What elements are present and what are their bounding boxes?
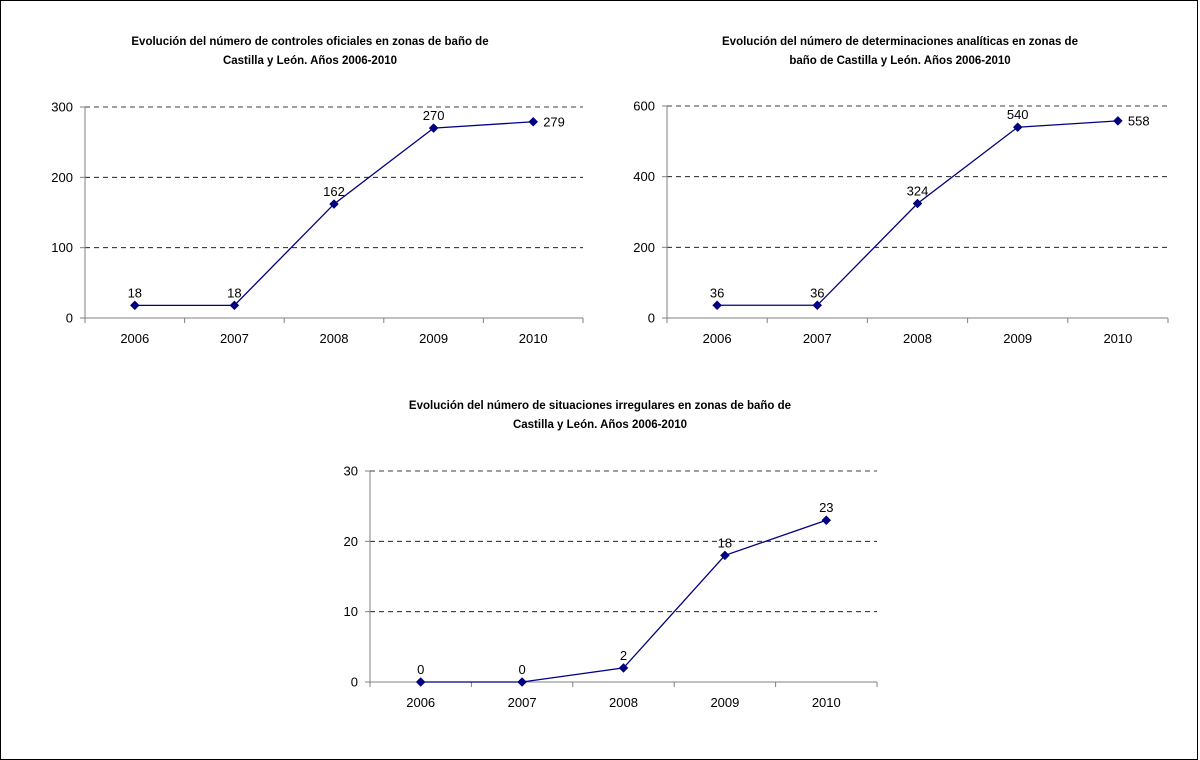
- y-tick-labels: 0 100 200 300: [51, 100, 73, 326]
- data-label: 18: [128, 285, 142, 300]
- x-tick-label: 2006: [120, 331, 149, 346]
- line-plot: 0 10 20 30 2006 2007 2008 2009 2010 0 0 2 18 23: [344, 464, 878, 710]
- line-plot: 0 100 200 300 2006 2007 2008 2009 2010 18 18 162 270…: [51, 100, 584, 346]
- chart-title: Evolución del número de determinaciones …: [600, 33, 1200, 71]
- y-tick-label: 400: [633, 169, 655, 184]
- line-plot: 0 200 400 600 2006 2007 2008 2009 2010 36 36 324 540…: [633, 99, 1169, 346]
- data-label: 36: [710, 285, 724, 300]
- x-tick-label: 2008: [609, 695, 638, 710]
- chart-determinaciones-analiticas: Evolución del número de determinaciones …: [600, 0, 1200, 370]
- series-markers: [712, 115, 1123, 311]
- x-tick-label: 2010: [1103, 331, 1132, 346]
- x-tick-labels: 2006 2007 2008 2009 2010: [120, 331, 547, 346]
- y-tick-label: 0: [351, 675, 358, 690]
- data-labels: 36 36 324 540 558: [710, 107, 1150, 300]
- gridlines: [667, 105, 1168, 248]
- y-tick-label: 100: [51, 240, 73, 255]
- x-tick-label: 2008: [903, 331, 932, 346]
- data-point: [329, 199, 339, 209]
- data-point: [517, 677, 527, 687]
- data-point: [229, 300, 240, 311]
- data-label: 279: [543, 114, 565, 129]
- data-point: [712, 300, 722, 311]
- gridlines: [85, 106, 583, 249]
- chart-title-line-2: Castilla y León. Años 2006-2010: [512, 419, 688, 431]
- series-markers: [415, 515, 832, 687]
- data-label: 270: [423, 108, 445, 123]
- data-label: 324: [907, 184, 929, 199]
- series-markers: [129, 116, 539, 311]
- data-labels: 18 18 162 270 279: [128, 108, 565, 300]
- chart-title-line-1: Evolución del número de controles oficia…: [131, 36, 489, 48]
- data-point: [618, 663, 629, 673]
- data-point: [129, 300, 140, 311]
- data-label: 540: [1007, 107, 1029, 122]
- y-tick-label: 0: [648, 311, 655, 326]
- x-tick-labels: 2006 2007 2008 2009 2010: [406, 695, 841, 710]
- y-tick-label: 0: [66, 311, 73, 326]
- data-point: [812, 300, 823, 311]
- y-tick-labels: 0 10 20 30: [344, 464, 358, 690]
- y-tick-label: 300: [51, 100, 73, 115]
- x-tick-label: 2006: [406, 695, 435, 710]
- data-point: [912, 198, 923, 209]
- x-tick-label: 2007: [803, 331, 832, 346]
- x-tick-label: 2009: [1003, 331, 1032, 346]
- chart-title-line-1: Evolución del número de situaciones irre…: [408, 400, 792, 412]
- data-point: [821, 515, 832, 526]
- y-tick-label: 20: [344, 534, 358, 549]
- chart-title: Evolución del número de controles oficia…: [20, 33, 600, 71]
- y-tick-label: 10: [344, 604, 358, 619]
- gridlines: [370, 470, 877, 613]
- chart-controles-oficiales: Evolución del número de controles oficia…: [0, 0, 600, 370]
- chart-title-line-2: baño de Castilla y León. Años 2006-2010: [789, 55, 1011, 67]
- y-tick-label: 200: [51, 170, 73, 185]
- x-tick-label: 2009: [419, 331, 448, 346]
- y-tick-labels: 0 200 400 600: [633, 99, 655, 326]
- chart-title-line-2: Castilla y León. Años 2006-2010: [222, 55, 398, 67]
- chart-title: Evolución del número de situaciones irre…: [300, 397, 900, 435]
- data-label: 18: [718, 535, 732, 550]
- data-point: [1113, 115, 1123, 126]
- data-point: [528, 116, 539, 127]
- y-tick-label: 30: [344, 464, 358, 479]
- x-tick-label: 2006: [703, 331, 732, 346]
- data-label: 0: [518, 662, 525, 677]
- data-point: [1012, 122, 1023, 133]
- x-tick-label: 2008: [320, 331, 349, 346]
- data-point: [428, 123, 439, 133]
- y-tick-label: 600: [633, 99, 655, 114]
- x-tick-label: 2007: [508, 695, 537, 710]
- data-label: 18: [227, 285, 241, 300]
- data-label: 558: [1128, 113, 1150, 128]
- data-label: 2: [620, 648, 627, 663]
- series-line: [134, 121, 534, 306]
- x-tick-label: 2010: [812, 695, 841, 710]
- data-label: 0: [417, 662, 424, 677]
- x-tick-label: 2007: [220, 331, 249, 346]
- data-label: 23: [819, 500, 833, 515]
- y-tick-label: 200: [633, 240, 655, 255]
- data-labels: 0 0 2 18 23: [417, 500, 833, 677]
- x-tick-labels: 2006 2007 2008 2009 2010: [703, 331, 1133, 346]
- chart-title-line-1: Evolución del número de determinaciones …: [722, 36, 1078, 48]
- chart-situaciones-irregulares: Evolución del número de situaciones irre…: [300, 380, 900, 738]
- series-line: [717, 120, 1118, 306]
- x-tick-label: 2009: [710, 695, 739, 710]
- data-label: 162: [323, 184, 345, 199]
- x-tick-label: 2010: [519, 331, 548, 346]
- data-label: 36: [810, 285, 824, 300]
- data-point: [415, 677, 426, 687]
- data-point: [720, 550, 730, 561]
